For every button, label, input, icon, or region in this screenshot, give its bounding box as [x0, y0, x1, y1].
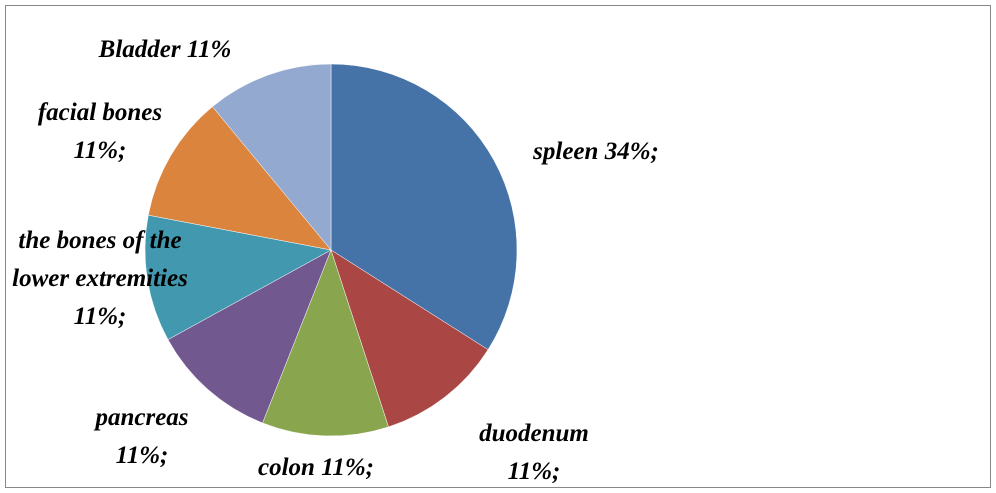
data-label: colon 11%;	[216, 449, 416, 487]
value-label: 11%;	[115, 442, 169, 469]
category-label: pancreas	[95, 404, 189, 431]
category-label: facial bones	[37, 99, 163, 126]
pie-slice	[262, 249, 389, 437]
data-label: pancreas 11%;	[52, 399, 232, 475]
value-label: 11%;	[507, 458, 561, 485]
data-label: duodenum 11%;	[434, 415, 634, 491]
value-label: 11%;	[73, 137, 127, 164]
value-label: 11%;	[321, 454, 374, 481]
data-label: the bones of the lower extremities 11%;	[10, 222, 190, 336]
pie-slice	[144, 214, 332, 340]
category-label: Bladder	[98, 36, 181, 63]
value-label: 11%;	[73, 303, 127, 330]
pie-slice	[148, 106, 332, 251]
data-label: facial bones 11%;	[0, 94, 200, 170]
pie-slice	[330, 63, 518, 351]
category-label: colon	[258, 454, 315, 481]
pie-slice	[212, 63, 332, 251]
pie-slice	[330, 249, 489, 428]
value-label: 34%;	[604, 138, 659, 165]
data-label: spleen 34%;	[476, 133, 716, 171]
category-label: duodenum	[479, 420, 589, 447]
value-label: 11%	[186, 36, 232, 63]
category-label: spleen	[533, 138, 599, 165]
category-label: the bones of the lower extremities	[12, 227, 188, 292]
data-label: Bladder 11%	[55, 31, 275, 69]
pie-slice	[167, 249, 332, 424]
